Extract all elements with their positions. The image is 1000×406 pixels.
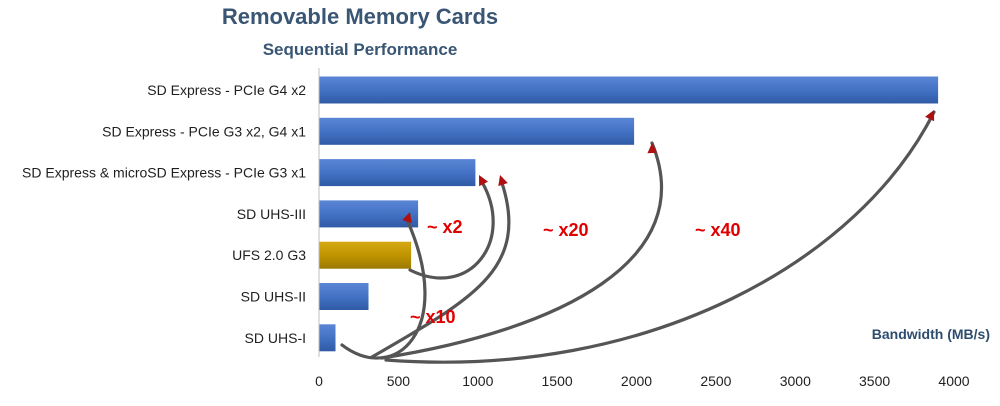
x-tick-7: 3500 — [859, 373, 890, 389]
bar-2 — [319, 159, 476, 187]
x-axis-title: Bandwidth (MB/s) — [872, 326, 990, 342]
category-label-1: SD Express - PCIe G3 x2, G4 x1 — [102, 123, 306, 139]
category-label-6: SD UHS-I — [245, 330, 306, 346]
arrow-head-3 — [647, 143, 658, 154]
x-tick-5: 2500 — [700, 373, 731, 389]
arrow-head-4 — [925, 110, 935, 122]
arrow-curve-2 — [370, 181, 511, 359]
multiplier-annotations: ~ x10 ~ x2 ~ x20 ~ x40 — [410, 217, 741, 327]
x-tick-6: 3000 — [780, 373, 811, 389]
category-label-0: SD Express - PCIe G4 x2 — [147, 82, 306, 98]
bar-1 — [319, 117, 635, 145]
x-tick-1: 500 — [387, 373, 411, 389]
chart-title: Removable Memory Cards — [222, 4, 498, 29]
x-tick-8: 4000 — [938, 373, 969, 389]
bar-5 — [319, 283, 369, 310]
arrow-curve-0 — [340, 220, 427, 360]
annotation-2: ~ x20 — [543, 220, 589, 240]
category-label-2: SD Express & microSD Express - PCIe G3 x… — [22, 165, 306, 181]
x-tick-3: 1500 — [542, 373, 573, 389]
x-tick-labels: 0 500 1000 1500 2000 2500 3000 3500 4000 — [315, 373, 970, 389]
bar-3 — [319, 200, 419, 228]
arrow-head-0 — [402, 212, 412, 224]
category-label-5: SD UHS-II — [241, 289, 306, 305]
annotation-0: ~ x10 — [410, 307, 456, 327]
x-tick-2: 1000 — [462, 373, 493, 389]
bar-4 — [319, 241, 412, 269]
x-tick-4: 2000 — [621, 373, 652, 389]
arrow-curve-3 — [380, 141, 664, 360]
category-label-4: UFS 2.0 G3 — [232, 247, 306, 263]
bar-6 — [319, 324, 336, 352]
arrow-curve-1 — [408, 180, 495, 280]
arrow-curve-4 — [384, 110, 936, 364]
chart-subtitle: Sequential Performance — [263, 40, 458, 59]
arrow-head-2 — [498, 175, 508, 187]
annotation-1: ~ x2 — [427, 217, 463, 237]
x-tick-0: 0 — [315, 373, 323, 389]
arrow-head-1 — [479, 175, 488, 187]
category-labels: SD Express - PCIe G4 x2 SD Express - PCIe… — [22, 82, 306, 346]
category-label-3: SD UHS-III — [237, 206, 306, 222]
multiplier-arrows — [340, 110, 936, 364]
bars-group — [319, 76, 939, 352]
annotation-3: ~ x40 — [695, 220, 741, 240]
bar-0 — [319, 76, 939, 104]
